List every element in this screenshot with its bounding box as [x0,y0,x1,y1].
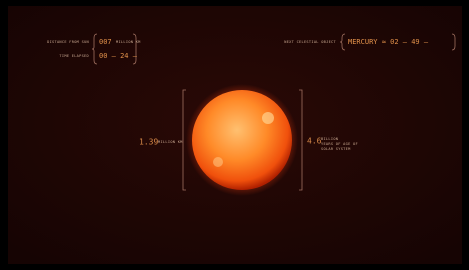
distance-label: DISTANCE FROM SUN [47,40,89,44]
time-value: 00 — 24 — [99,52,138,60]
age-unit: BILLION [321,137,338,141]
sun [192,90,292,190]
diameter-value: 1.39 [139,138,158,147]
time-label: TIME ELAPSED [59,54,89,58]
age-note: YEARS OF AGE OF [321,142,358,146]
distance-unit: MILLION KM [116,40,141,44]
age-value: 4.6 [307,137,322,146]
next-label: NEXT CELESTIAL OBJECT [284,40,336,44]
screen: DISTANCE FROM SUN 007 MILLION KM TIME EL… [0,0,469,270]
distance-value: 007 [99,38,112,46]
diameter-unit: MILLION KM [158,140,183,144]
age-note: SOLAR SYSTEM [321,147,351,151]
sun-flare [262,112,274,124]
next-value: MERCURY ≈ 02 — 49 — [348,38,429,46]
sun-flare [213,157,223,167]
